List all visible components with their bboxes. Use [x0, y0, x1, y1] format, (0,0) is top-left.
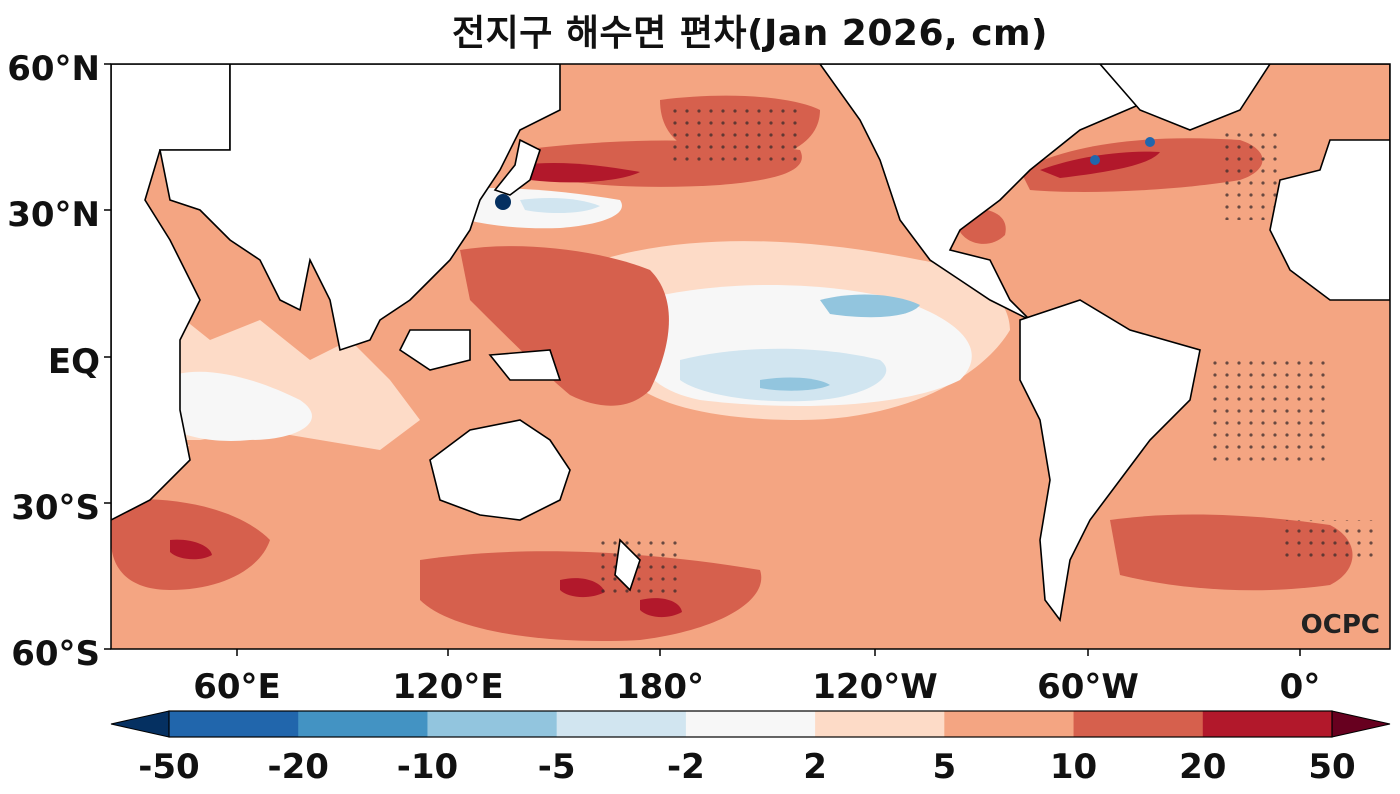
colorbar-tick-label: -5: [538, 747, 576, 787]
lon-tick-180: 180°: [616, 667, 704, 707]
colorbar-tick-label: -20: [268, 747, 329, 787]
south-america-land: [1019, 299, 1201, 622]
lat-tick-30n: 30°N: [7, 195, 100, 235]
greenland-land: [1098, 64, 1271, 131]
lat-tick-60s: 60°S: [11, 634, 100, 674]
lon-tick-120e: 120°E: [392, 667, 503, 707]
lon-tick-60e: 60°E: [193, 667, 281, 707]
colorbar-tick-label: 20: [1179, 747, 1226, 787]
colorbar-tick-label: -50: [138, 747, 199, 787]
north-america-land: [819, 64, 1182, 321]
colorbar-segment: [1202, 711, 1333, 737]
colorbar-extend-low: [110, 710, 170, 738]
lat-tick-30s: 30°S: [11, 488, 100, 528]
japan-land: [493, 138, 541, 196]
lat-axis: 60°N 30°N EQ 30°S 60°S: [7, 49, 111, 674]
colorbar-tick-label: 2: [803, 747, 827, 787]
colorbar: -50 -20 -10 -5 -2 2 5 10 20 50: [110, 710, 1391, 787]
map-title: 전지구 해수면 편차(Jan 2026, cm): [451, 13, 1049, 54]
lon-axis: 60°E 120°E 180° 120°W 60°W 0°: [193, 649, 1320, 707]
lat-tick-eq: EQ: [48, 342, 100, 382]
colorbar-segment: [815, 711, 945, 737]
australia-land: [429, 419, 571, 521]
colorbar-segment: [685, 711, 816, 737]
asia-land: [159, 64, 561, 352]
colorbar-extend-high: [1331, 710, 1391, 738]
colorbar-segment: [169, 711, 299, 737]
colorbar-tick-label: -2: [667, 747, 705, 787]
colorbar-segment: [427, 711, 558, 737]
land-masses: [111, 64, 1390, 622]
new-zealand-land: [614, 538, 641, 592]
colorbar-segment: [556, 711, 687, 737]
credit-label: OCPC: [1301, 610, 1380, 640]
colorbar-frame: [168, 710, 1333, 738]
colorbar-tick-label: 10: [1050, 747, 1097, 787]
colorbar-tick-label: 5: [932, 747, 956, 787]
colorbar-segment: [298, 711, 428, 737]
new-guinea-land: [488, 349, 562, 381]
colorbar-tick-label: -10: [397, 747, 458, 787]
lon-tick-60w: 60°W: [1037, 667, 1139, 707]
indonesia-land: [398, 329, 471, 371]
lat-tick-60n: 60°N: [7, 49, 100, 89]
colorbar-segment: [1073, 711, 1204, 737]
colorbar-tick-label: 50: [1308, 747, 1355, 787]
europe-africa-east-land: [1269, 64, 1390, 301]
lon-tick-120w: 120°W: [812, 667, 937, 707]
lon-tick-0: 0°: [1280, 667, 1321, 707]
colorbar-segment: [944, 711, 1075, 737]
